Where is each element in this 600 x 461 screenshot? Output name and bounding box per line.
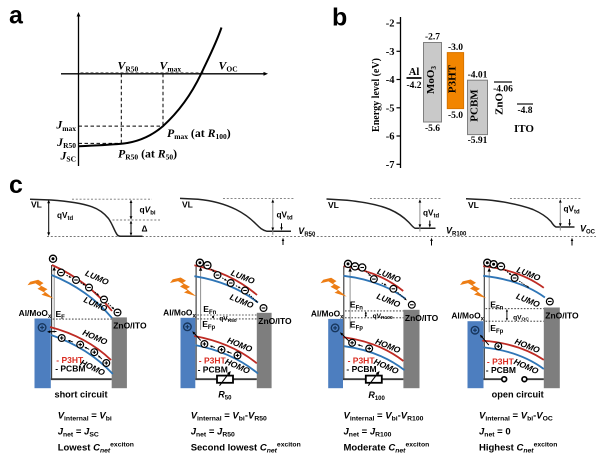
svg-text:-2: -2: [386, 19, 395, 30]
svg-text:short circuit: short circuit: [54, 390, 107, 400]
svg-text:ITO: ITO: [514, 123, 534, 135]
svg-text:-3.0: -3.0: [448, 43, 463, 53]
svg-text:-4.06: -4.06: [493, 85, 513, 95]
svg-text:qVR100: qVR100: [373, 313, 393, 321]
svg-text:- P3HT: - P3HT: [487, 357, 515, 367]
svg-text:b: b: [332, 4, 347, 32]
svg-text:- PCBM: - PCBM: [486, 365, 516, 375]
svg-text:-5.91: -5.91: [468, 136, 488, 146]
svg-text:Δ: Δ: [142, 224, 148, 234]
svg-text:VL: VL: [468, 200, 479, 210]
svg-text:- PCBM: - PCBM: [198, 364, 228, 374]
svg-text:Al/MoOx: Al/MoOx: [19, 308, 52, 320]
svg-text:VL: VL: [182, 200, 193, 210]
svg-text:a: a: [9, 2, 24, 30]
svg-text:ZnO/ITO: ZnO/ITO: [258, 316, 292, 326]
svg-text:ZnO/ITO: ZnO/ITO: [405, 313, 439, 323]
svg-text:MoO3: MoO3: [425, 66, 438, 94]
svg-text:P3HT: P3HT: [447, 64, 459, 93]
svg-text:- P3HT: - P3HT: [199, 355, 227, 365]
svg-text:EF: EF: [56, 309, 66, 321]
svg-text:Energy level (eV): Energy level (eV): [371, 58, 382, 132]
svg-text:-4.2: -4.2: [406, 81, 421, 91]
svg-text:-2.7: -2.7: [425, 33, 440, 43]
svg-text:ZnO: ZnO: [494, 93, 506, 115]
svg-text:qVtd: qVtd: [423, 209, 439, 220]
svg-text:qVtd: qVtd: [57, 211, 73, 222]
svg-text:ZnO/ITO: ZnO/ITO: [113, 320, 147, 330]
svg-text:c: c: [9, 171, 23, 199]
svg-text:-5.0: -5.0: [448, 111, 463, 121]
svg-text:-5: -5: [386, 103, 395, 114]
svg-text:- P3HT: - P3HT: [348, 355, 376, 365]
svg-text:VL: VL: [328, 200, 339, 210]
svg-text:qVtd: qVtd: [277, 211, 293, 222]
svg-text:- PCBM: - PCBM: [346, 364, 376, 374]
svg-text:-7: -7: [386, 160, 395, 171]
svg-text:Vinternal = Vbi-VOC: Vinternal = Vbi-VOC: [479, 410, 553, 422]
svg-text:VL: VL: [31, 200, 42, 210]
svg-text:qVOC: qVOC: [513, 314, 529, 322]
svg-text:-3: -3: [386, 47, 395, 58]
svg-text:Al/MoOx: Al/MoOx: [451, 311, 484, 323]
svg-text:open circuit: open circuit: [492, 390, 544, 400]
svg-text:Al: Al: [409, 67, 420, 78]
svg-text:Al/MoOx: Al/MoOx: [163, 307, 196, 319]
svg-text:PCBM: PCBM: [469, 89, 481, 122]
svg-text:Jnet = 0: Jnet = 0: [479, 426, 511, 438]
svg-text:qVtd: qVtd: [564, 205, 580, 216]
svg-text:- PCBM: - PCBM: [55, 364, 85, 374]
svg-text:qVR50: qVR50: [219, 316, 237, 324]
svg-text:Al/MoOx: Al/MoOx: [311, 308, 344, 320]
svg-text:- P3HT: - P3HT: [56, 355, 84, 365]
svg-text:-4.8: -4.8: [517, 106, 532, 116]
svg-text:ZnO/ITO: ZnO/ITO: [545, 311, 579, 321]
svg-text:-4: -4: [386, 75, 395, 86]
svg-text:-5.6: -5.6: [425, 124, 440, 134]
svg-text:-4.01: -4.01: [468, 71, 488, 81]
svg-text:-6: -6: [386, 132, 395, 143]
